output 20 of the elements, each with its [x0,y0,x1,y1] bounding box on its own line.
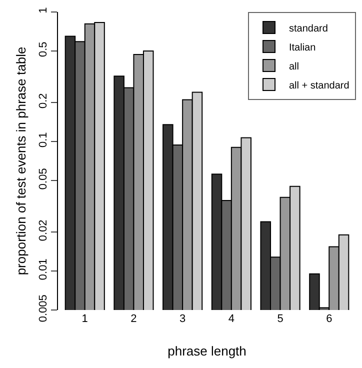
legend-label: all + standard [289,80,350,92]
legend-label: standard [289,23,328,34]
y-axis-title: proportion of test events in phrase table [14,46,29,276]
y-tick-label: 0.2 [38,93,50,109]
y-tick-label: 0.01 [38,258,50,280]
x-tick-label: 4 [228,313,234,325]
y-tick-label: 0.02 [38,220,50,242]
x-tick-label: 6 [326,313,332,325]
y-tick-label: 0.1 [38,132,50,148]
y-tick-label: 1 [38,7,50,14]
x-axis-title: phrase length [168,344,246,359]
x-tick-label: 3 [180,313,186,325]
y-tick-label: 0.005 [38,294,50,322]
x-tick-label: 1 [82,313,88,325]
x-tick-label: 5 [277,313,284,325]
legend-label: Italian [289,42,316,54]
y-tick-label: 0.05 [38,168,50,190]
legend-label: all [289,61,300,72]
y-tick-label: 0.5 [38,42,50,57]
x-tick-label: 2 [130,313,137,325]
